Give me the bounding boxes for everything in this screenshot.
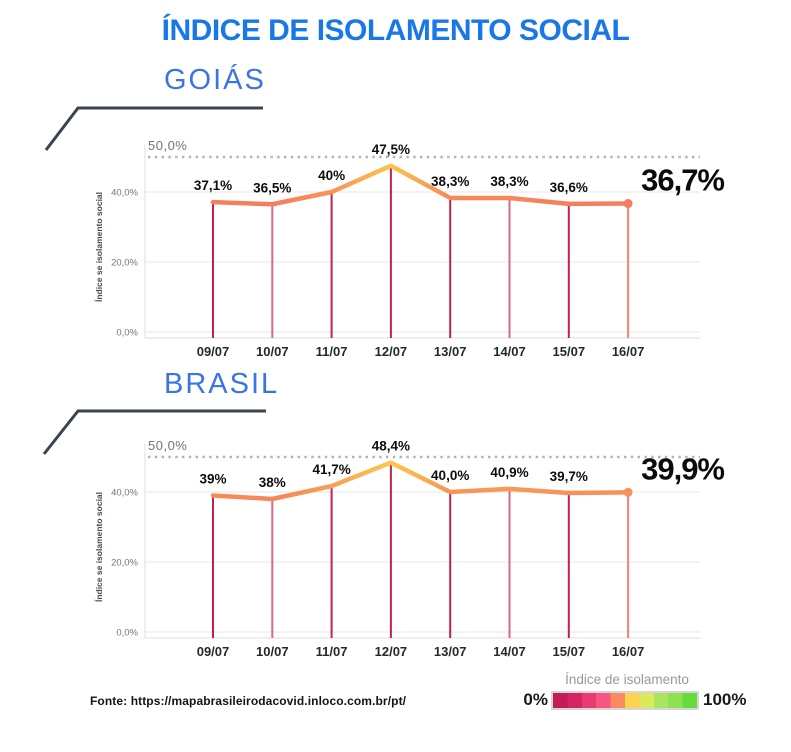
color-scale-bar xyxy=(551,690,699,710)
svg-text:38,3%: 38,3% xyxy=(431,174,469,189)
legend-min-label: 0% xyxy=(523,690,548,709)
svg-text:36,6%: 36,6% xyxy=(550,180,588,195)
svg-text:14/07: 14/07 xyxy=(493,344,526,359)
svg-text:12/07: 12/07 xyxy=(375,344,408,359)
svg-text:15/07: 15/07 xyxy=(553,644,586,659)
svg-text:16/07: 16/07 xyxy=(612,644,645,659)
svg-text:38,3%: 38,3% xyxy=(490,174,528,189)
svg-text:10/07: 10/07 xyxy=(256,344,289,359)
svg-text:39,9%: 39,9% xyxy=(641,451,724,486)
svg-text:36,7%: 36,7% xyxy=(641,163,724,198)
svg-text:40,9%: 40,9% xyxy=(490,465,528,480)
svg-text:12/07: 12/07 xyxy=(375,644,408,659)
page-title: ÍNDICE DE ISOLAMENTO SOCIAL xyxy=(161,14,630,47)
section-title-goias: GOIÁS xyxy=(164,64,266,96)
svg-text:0,0%: 0,0% xyxy=(116,328,138,339)
source-text: Fonte: https://mapabrasileirodacovid.inl… xyxy=(90,694,407,708)
svg-text:40,0%: 40,0% xyxy=(111,188,138,199)
svg-text:47,5%: 47,5% xyxy=(372,142,410,157)
svg-text:50,0%: 50,0% xyxy=(148,438,187,453)
svg-text:48,4%: 48,4% xyxy=(372,439,410,454)
color-scale-legend: Índice de isolamento 0% 100% xyxy=(518,672,768,710)
section-title-brasil: BRASIL xyxy=(164,368,280,400)
svg-text:39,7%: 39,7% xyxy=(550,469,588,484)
line-chart-brasil: 0,0% 20,0% 40,0% 50,0% Índice se isolamento … xyxy=(94,438,725,659)
legend-title: Índice de isolamento xyxy=(565,672,689,687)
svg-text:11/07: 11/07 xyxy=(316,344,348,359)
svg-text:37,1%: 37,1% xyxy=(194,178,232,193)
line-chart-goias: 0,0% 20,0% 40,0% 50,0% Índice se isolamento … xyxy=(94,138,725,359)
svg-text:Índice se isolamento social: Índice se isolamento social xyxy=(94,492,104,602)
svg-text:40%: 40% xyxy=(318,168,345,183)
decorative-underline xyxy=(42,409,266,455)
svg-text:0,0%: 0,0% xyxy=(116,628,138,639)
svg-text:13/07: 13/07 xyxy=(434,644,467,659)
decorative-underline xyxy=(44,106,263,151)
svg-text:36,5%: 36,5% xyxy=(253,180,291,195)
svg-text:11/07: 11/07 xyxy=(316,644,348,659)
svg-text:10/07: 10/07 xyxy=(256,644,289,659)
svg-text:16/07: 16/07 xyxy=(612,344,645,359)
svg-text:09/07: 09/07 xyxy=(197,644,230,659)
svg-text:40,0%: 40,0% xyxy=(431,468,469,483)
svg-text:15/07: 15/07 xyxy=(553,344,586,359)
svg-text:40,0%: 40,0% xyxy=(111,488,138,499)
svg-text:41,7%: 41,7% xyxy=(312,462,350,477)
svg-text:14/07: 14/07 xyxy=(493,644,526,659)
svg-text:20,0%: 20,0% xyxy=(111,258,138,269)
svg-text:38%: 38% xyxy=(259,475,286,490)
legend-max-label: 100% xyxy=(703,690,747,709)
svg-text:09/07: 09/07 xyxy=(197,344,230,359)
legend-row: 0% 100% xyxy=(518,690,768,710)
svg-text:50,0%: 50,0% xyxy=(148,138,187,153)
svg-text:20,0%: 20,0% xyxy=(111,558,138,569)
svg-text:39%: 39% xyxy=(199,472,226,487)
svg-text:Índice se isolamento social: Índice se isolamento social xyxy=(94,192,104,302)
svg-text:13/07: 13/07 xyxy=(434,344,467,359)
